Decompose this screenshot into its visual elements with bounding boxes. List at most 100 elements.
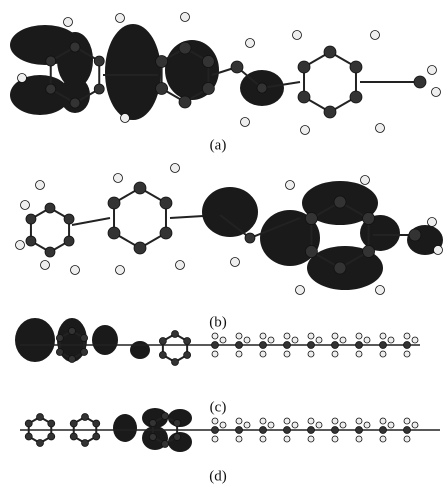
atom bbox=[212, 427, 219, 434]
atom bbox=[371, 31, 380, 40]
atom bbox=[26, 214, 36, 224]
atom bbox=[284, 427, 291, 434]
atom bbox=[179, 42, 191, 54]
atom bbox=[174, 434, 181, 441]
atom bbox=[284, 436, 290, 442]
atom bbox=[70, 433, 77, 440]
panel-label: (a) bbox=[210, 137, 227, 153]
atom bbox=[176, 261, 185, 270]
atom bbox=[94, 56, 104, 66]
atom bbox=[18, 74, 27, 83]
atom bbox=[380, 333, 386, 339]
atom bbox=[69, 356, 76, 363]
atom bbox=[244, 337, 250, 343]
atom bbox=[236, 342, 243, 349]
atom bbox=[231, 258, 240, 267]
atom bbox=[298, 91, 310, 103]
atom bbox=[108, 227, 120, 239]
atom bbox=[48, 433, 55, 440]
atom bbox=[308, 342, 315, 349]
atom bbox=[404, 333, 410, 339]
atom bbox=[404, 351, 410, 357]
atom bbox=[305, 213, 317, 225]
atom bbox=[334, 196, 346, 208]
atom bbox=[82, 414, 89, 421]
atom bbox=[116, 14, 125, 23]
atom bbox=[356, 436, 362, 442]
atom bbox=[71, 266, 80, 275]
atom bbox=[292, 337, 298, 343]
atom bbox=[162, 413, 169, 420]
atom bbox=[404, 436, 410, 442]
atom bbox=[184, 352, 191, 359]
atom bbox=[376, 286, 385, 295]
atom bbox=[414, 76, 426, 88]
atom bbox=[172, 331, 179, 338]
atom bbox=[202, 83, 214, 95]
atom bbox=[121, 114, 130, 123]
atom bbox=[260, 333, 266, 339]
atom bbox=[412, 337, 418, 343]
atom bbox=[316, 422, 322, 428]
atom bbox=[16, 241, 25, 250]
atom bbox=[308, 436, 314, 442]
atom bbox=[116, 266, 125, 275]
atom bbox=[70, 98, 80, 108]
atom bbox=[324, 46, 336, 58]
atom bbox=[380, 418, 386, 424]
atom bbox=[181, 13, 190, 22]
atom bbox=[284, 333, 290, 339]
atom bbox=[284, 351, 290, 357]
orbital-lobe bbox=[202, 187, 258, 237]
orbital-lobe bbox=[113, 414, 137, 442]
atom bbox=[236, 436, 242, 442]
atom bbox=[37, 414, 44, 421]
orbital-lobe bbox=[92, 325, 118, 355]
atom bbox=[21, 201, 30, 210]
atom bbox=[179, 96, 191, 108]
atom bbox=[45, 247, 55, 257]
atom bbox=[428, 218, 437, 227]
figure: (a) (b) (c) (d) bbox=[0, 0, 444, 487]
atom bbox=[363, 213, 375, 225]
atom bbox=[64, 214, 74, 224]
atom bbox=[220, 422, 226, 428]
atom bbox=[340, 337, 346, 343]
atom bbox=[293, 31, 302, 40]
atom bbox=[81, 349, 88, 356]
atom bbox=[364, 337, 370, 343]
atom bbox=[404, 342, 411, 349]
atom bbox=[156, 83, 168, 95]
atom bbox=[376, 124, 385, 133]
atom bbox=[332, 418, 338, 424]
atom bbox=[220, 337, 226, 343]
atom bbox=[159, 338, 166, 345]
atom bbox=[36, 181, 45, 190]
orbital-lobe bbox=[130, 341, 150, 359]
atom bbox=[356, 351, 362, 357]
atom bbox=[70, 42, 80, 52]
atom bbox=[356, 333, 362, 339]
atom bbox=[212, 333, 218, 339]
atom bbox=[301, 126, 310, 135]
atom bbox=[94, 84, 104, 94]
atom bbox=[260, 436, 266, 442]
orbital-lobe bbox=[105, 24, 161, 120]
atom bbox=[69, 328, 76, 335]
atom bbox=[298, 61, 310, 73]
atom bbox=[380, 427, 387, 434]
atom bbox=[350, 91, 362, 103]
atom bbox=[332, 436, 338, 442]
atom bbox=[149, 420, 156, 427]
atom bbox=[268, 422, 274, 428]
atom bbox=[70, 420, 77, 427]
atom bbox=[212, 342, 219, 349]
atom bbox=[156, 56, 168, 68]
atom bbox=[268, 337, 274, 343]
atom bbox=[114, 174, 123, 183]
atom bbox=[56, 349, 63, 356]
atom bbox=[231, 61, 243, 73]
atom bbox=[332, 333, 338, 339]
atom bbox=[334, 262, 346, 274]
atom bbox=[286, 181, 295, 190]
